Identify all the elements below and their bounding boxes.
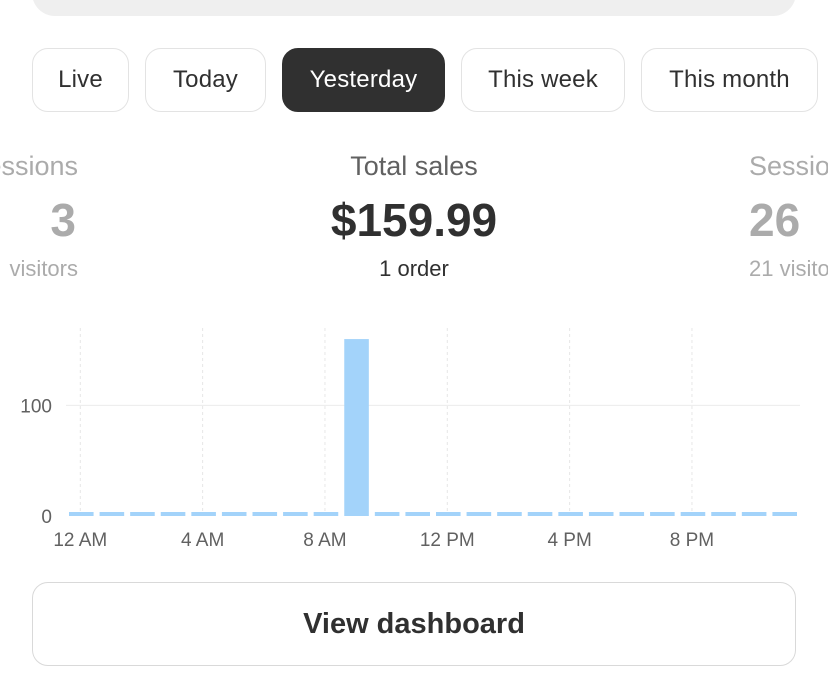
bar-zero [252, 512, 278, 516]
bar-zero [191, 512, 216, 516]
metric-value: 3 [50, 194, 76, 246]
bar-zero [69, 512, 94, 516]
bar-zero [221, 512, 247, 516]
sales-chart-svg: 0 100 12 AM 4 AM 8 AM 12 PM 4 PM 8 PM [20, 328, 800, 551]
bar-zero [497, 512, 522, 516]
metric-card-total-sales[interactable]: Total sales $159.99 1 order [214, 148, 614, 284]
x-tick-label: 12 PM [420, 530, 475, 551]
metric-value: 26 [749, 194, 801, 246]
sales-chart: 0 100 12 AM 4 AM 8 AM 12 PM 4 PM 8 PM [0, 320, 828, 560]
metric-card-sessions-left[interactable]: Sessions 3 visitors [0, 148, 78, 284]
x-tick-label: 4 AM [181, 530, 224, 551]
metric-label: Total sales [350, 151, 478, 181]
tab-this-week[interactable]: This week [461, 48, 625, 112]
bar-zero [680, 512, 706, 516]
bar-zero [99, 512, 125, 516]
bar-zero [619, 512, 645, 516]
tab-live[interactable]: Live [32, 48, 129, 112]
metric-card-sessions-right[interactable]: Sessions 26 21 visitors [749, 148, 828, 284]
x-tick-label: 8 AM [303, 530, 346, 551]
x-tick-label: 4 PM [547, 530, 591, 551]
date-range-tabs: Live Today Yesterday This week This mont… [0, 48, 828, 114]
bar-zero [527, 512, 553, 516]
tab-this-month[interactable]: This month [641, 48, 818, 112]
metric-label: Sessions [0, 151, 78, 181]
bar-zero [711, 512, 736, 516]
bar-zero [558, 512, 583, 516]
bar-zero [160, 512, 186, 516]
metric-label: Sessions [749, 151, 828, 181]
metric-subtext: 1 order [379, 256, 449, 281]
bar-zero [405, 512, 430, 516]
x-tick-label: 12 AM [53, 530, 107, 551]
bar-zero [313, 512, 339, 516]
x-tick-label: 8 PM [670, 530, 714, 551]
metric-value: $159.99 [330, 194, 498, 246]
metric-subtext: 21 visitors [749, 256, 828, 281]
tab-yesterday[interactable]: Yesterday [282, 48, 445, 112]
bar-zero [466, 512, 492, 516]
y-tick-label: 100 [20, 396, 52, 417]
y-tick-label: 0 [41, 507, 52, 528]
bar-zero [650, 512, 675, 516]
search-bar[interactable] [32, 0, 796, 16]
bar [344, 339, 369, 516]
bar-zero [283, 512, 308, 516]
tab-today[interactable]: Today [145, 48, 266, 112]
view-dashboard-button[interactable]: View dashboard [32, 582, 796, 666]
bar-zero [741, 512, 767, 516]
metric-subtext: visitors [9, 256, 78, 281]
bar-zero [436, 512, 461, 516]
bar-zero [374, 512, 400, 516]
bar-zero [772, 512, 797, 516]
bar-zero [588, 512, 614, 516]
bar-zero [130, 512, 155, 516]
